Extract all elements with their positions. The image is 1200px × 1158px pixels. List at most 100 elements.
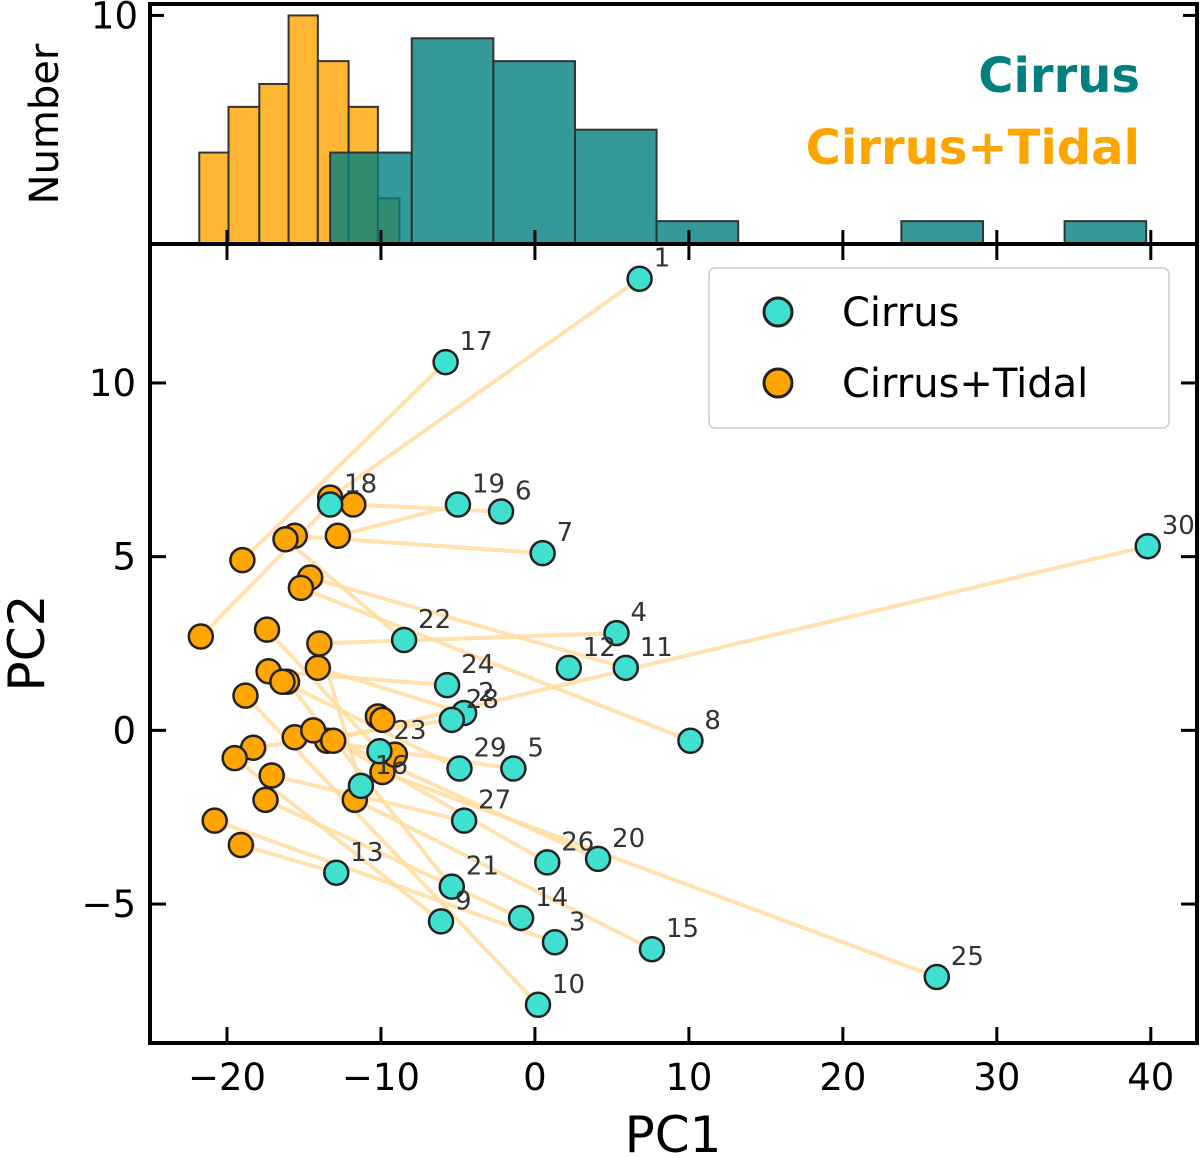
cirrus-tidal-point-29 xyxy=(319,727,347,755)
legend: Cirrus Cirrus+Tidal xyxy=(708,267,1170,429)
point-label-10: 10 xyxy=(552,970,585,1000)
cirrus-tidal-point-21 xyxy=(287,574,315,602)
cirrus-tidal-point-12 xyxy=(272,526,299,553)
cirrus-point-19 xyxy=(444,491,472,518)
point-label-28: 28 xyxy=(466,685,499,715)
cirrus-tidal-point-28 xyxy=(229,546,256,574)
x-tick-label: 0 xyxy=(523,1056,547,1099)
cirrus-point-22 xyxy=(390,626,418,654)
cirrus-tidal-hist-bar-3 xyxy=(287,14,319,245)
cirrus-point-7 xyxy=(529,539,556,567)
histogram-bars xyxy=(198,14,1148,246)
histogram-panel: 10 Number Cirrus Cirrus+Tidal xyxy=(22,0,1199,246)
point-label-17: 17 xyxy=(460,327,493,357)
x-axis-title: PC1 xyxy=(625,1106,722,1158)
hist-y-tick-label: 10 xyxy=(91,0,138,37)
cirrus-point-4 xyxy=(603,619,630,647)
point-label-25: 25 xyxy=(951,942,984,972)
cirrus-hist-bar-0 xyxy=(329,151,413,245)
point-label-19: 19 xyxy=(472,470,505,500)
arrow-line-11 xyxy=(317,665,465,715)
cirrus-point-12 xyxy=(555,654,583,682)
arrow-line-6 xyxy=(319,631,617,646)
cirrus-point-11 xyxy=(612,654,640,682)
cirrus-tidal-hist-bar-1 xyxy=(227,105,261,245)
cirrus-hist-bar-2 xyxy=(492,60,576,246)
cirrus-tidal-point-13 xyxy=(252,786,279,814)
cirrus-point-25 xyxy=(923,963,951,991)
y-tick-label: 0 xyxy=(112,709,136,752)
point-label-24: 24 xyxy=(461,650,494,680)
point-label-11: 11 xyxy=(640,633,673,663)
point-label-12: 12 xyxy=(583,633,616,663)
cirrus-tidal-point-3 xyxy=(258,762,285,789)
point-label-21: 21 xyxy=(466,852,499,882)
cirrus-tidal-point-24 xyxy=(253,616,281,643)
x-tick-label: 40 xyxy=(1127,1056,1174,1099)
cirrus-tidal-points xyxy=(187,484,409,859)
cirrus-tidal-hist-bar-2 xyxy=(258,83,290,245)
cirrus-point-27 xyxy=(450,807,478,834)
cirrus-tidal-point-4 xyxy=(304,654,332,682)
arrow-line-7 xyxy=(309,575,627,670)
arrow-line-21 xyxy=(213,818,556,945)
cirrus-point-6 xyxy=(487,498,515,525)
arrow-line-20 xyxy=(264,798,522,920)
point-label-23: 23 xyxy=(393,716,426,746)
x-tick-label: 30 xyxy=(973,1056,1020,1099)
cirrus-point-5 xyxy=(500,755,527,782)
cirrus-hist-bar-5 xyxy=(900,220,984,245)
x-tick-label: −10 xyxy=(342,1056,420,1099)
cirrus-hist-bar-3 xyxy=(573,128,658,245)
histogram-x-ticks xyxy=(225,230,1153,244)
cirrus-point-20 xyxy=(584,845,612,873)
cirrus-hist-bar-6 xyxy=(1063,220,1148,245)
point-label-29: 29 xyxy=(473,734,506,764)
cirrus-point-24 xyxy=(433,671,461,699)
point-label-5: 5 xyxy=(527,734,544,764)
cirrus-tidal-point-15 xyxy=(221,744,248,772)
point-label-18: 18 xyxy=(344,470,377,500)
arrow-line-28 xyxy=(199,503,332,638)
cirrus-point-16 xyxy=(347,772,375,800)
point-label-13: 13 xyxy=(350,838,383,868)
y-tick-label: 10 xyxy=(89,362,136,405)
cirrus-point-23 xyxy=(366,737,393,765)
arrow-line-8 xyxy=(300,586,692,743)
x-tick-label: 10 xyxy=(665,1056,712,1099)
cirrus-tidal-point-9 xyxy=(227,831,255,859)
cirrus-point-28 xyxy=(438,706,466,734)
cirrus-tidal-point-19 xyxy=(324,522,352,550)
cirrus-tidal-point-20 xyxy=(232,682,259,709)
cirrus-point-15 xyxy=(638,935,666,963)
arrow-line-16 xyxy=(332,739,549,865)
cirrus-point-30 xyxy=(1134,532,1161,560)
point-label-7: 7 xyxy=(557,518,574,548)
cirrus-point-17 xyxy=(432,348,459,376)
point-label-3: 3 xyxy=(569,907,586,937)
cirrus-point-21 xyxy=(438,873,466,900)
y-axis-ticks: −5 0 5 10 xyxy=(81,362,1197,926)
cirrus-tidal-point-25 xyxy=(369,706,396,734)
histogram-legend-cirrus: Cirrus xyxy=(978,48,1140,104)
point-label-4: 4 xyxy=(631,598,648,628)
cirrus-tidal-point-27 xyxy=(269,668,296,695)
cirrus-point-1 xyxy=(626,265,653,292)
point-label-14: 14 xyxy=(535,883,568,913)
point-label-8: 8 xyxy=(704,706,721,736)
point-label-30: 30 xyxy=(1162,511,1195,541)
arrow-line-3 xyxy=(353,502,502,514)
histogram-legend-cirrus-tidal: Cirrus+Tidal xyxy=(806,120,1140,176)
legend-label-cirrus-tidal: Cirrus+Tidal xyxy=(842,361,1088,407)
arrow-line-1 xyxy=(240,360,448,562)
scatter-frame xyxy=(148,242,1199,1045)
point-label-16: 16 xyxy=(375,751,408,781)
histogram-y-title: Number xyxy=(22,43,68,204)
y-tick-label: −5 xyxy=(81,883,136,926)
x-tick-label: 20 xyxy=(819,1056,866,1099)
point-label-6: 6 xyxy=(515,476,532,506)
cirrus-point-26 xyxy=(533,849,561,876)
cirrus-tidal-hist-bar-0 xyxy=(198,151,230,245)
